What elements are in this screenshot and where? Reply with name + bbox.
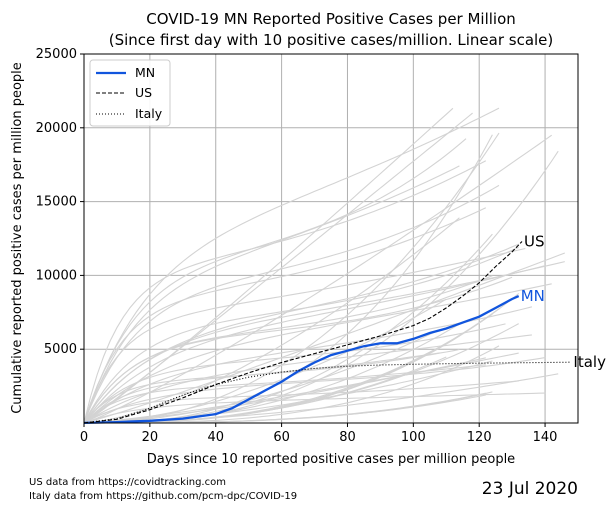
state-curve bbox=[83, 298, 447, 424]
state-curve bbox=[83, 252, 565, 424]
x-tick-label: 60 bbox=[273, 430, 290, 445]
state-curve bbox=[83, 380, 519, 424]
chart-title-line1: COVID-19 MN Reported Positive Cases per … bbox=[146, 10, 516, 28]
x-tick-label: 20 bbox=[142, 430, 159, 445]
x-tick-label: 100 bbox=[401, 430, 426, 445]
series-mn-line bbox=[83, 295, 520, 425]
x-tick-label: 40 bbox=[207, 430, 224, 445]
state-curve bbox=[83, 261, 565, 424]
y-tick-label: 20000 bbox=[36, 121, 77, 136]
y-tick-label: 25000 bbox=[36, 47, 77, 62]
y-tick-label: 15000 bbox=[36, 195, 77, 210]
state-curve bbox=[83, 357, 546, 424]
state-curve bbox=[83, 217, 460, 424]
series-mn-end-label: MN bbox=[521, 287, 545, 305]
x-tick-label: 140 bbox=[533, 430, 558, 445]
plot-frame bbox=[83, 53, 579, 424]
state-curve bbox=[83, 160, 487, 424]
y-tick-label: 10000 bbox=[36, 268, 77, 283]
state-curve bbox=[83, 138, 467, 424]
background-curves bbox=[83, 107, 565, 424]
state-curve bbox=[83, 112, 473, 424]
main-series: MN US Italy bbox=[83, 232, 606, 425]
x-axis-ticks: 0 20 40 60 80 100 120 140 bbox=[80, 423, 558, 445]
state-curve bbox=[83, 323, 506, 424]
x-axis-label: Days since 10 reported positive cases pe… bbox=[147, 452, 515, 467]
legend-box bbox=[89, 59, 171, 127]
x-tick-label: 0 bbox=[80, 430, 88, 445]
state-curve bbox=[83, 107, 500, 424]
series-italy-end-label: Italy bbox=[573, 353, 606, 371]
state-curve bbox=[83, 207, 487, 424]
state-curve bbox=[84, 132, 500, 424]
legend: MN US Italy bbox=[89, 59, 171, 127]
x-tick-label: 80 bbox=[339, 430, 356, 445]
y-axis-label: Cumulative reported positive cases per m… bbox=[10, 62, 25, 414]
source-us: US data from https://covidtracking.com bbox=[29, 477, 226, 488]
y-axis-ticks: 5000 10000 15000 20000 25000 bbox=[36, 47, 84, 357]
state-curve bbox=[83, 329, 440, 424]
y-tick-label: 5000 bbox=[44, 342, 77, 357]
legend-mn-label: MN bbox=[135, 65, 155, 80]
series-us-line bbox=[83, 241, 523, 424]
state-curve bbox=[84, 134, 493, 424]
chart-title-line2: (Since first day with 10 positive cases/… bbox=[109, 31, 554, 49]
state-curve bbox=[83, 275, 493, 424]
state-curve bbox=[83, 283, 552, 424]
source-italy: Italy data from https://github.com/pcm-d… bbox=[29, 491, 297, 502]
state-curve bbox=[83, 265, 546, 424]
state-curve bbox=[83, 334, 532, 424]
series-us-end-label: US bbox=[524, 232, 545, 250]
state-curve bbox=[83, 184, 500, 424]
legend-us-label: US bbox=[135, 85, 152, 100]
legend-italy-label: Italy bbox=[135, 106, 163, 121]
x-tick-label: 120 bbox=[467, 430, 492, 445]
state-curve bbox=[83, 247, 526, 424]
date-stamp: 23 Jul 2020 bbox=[482, 479, 578, 499]
series-italy-line bbox=[83, 361, 572, 424]
